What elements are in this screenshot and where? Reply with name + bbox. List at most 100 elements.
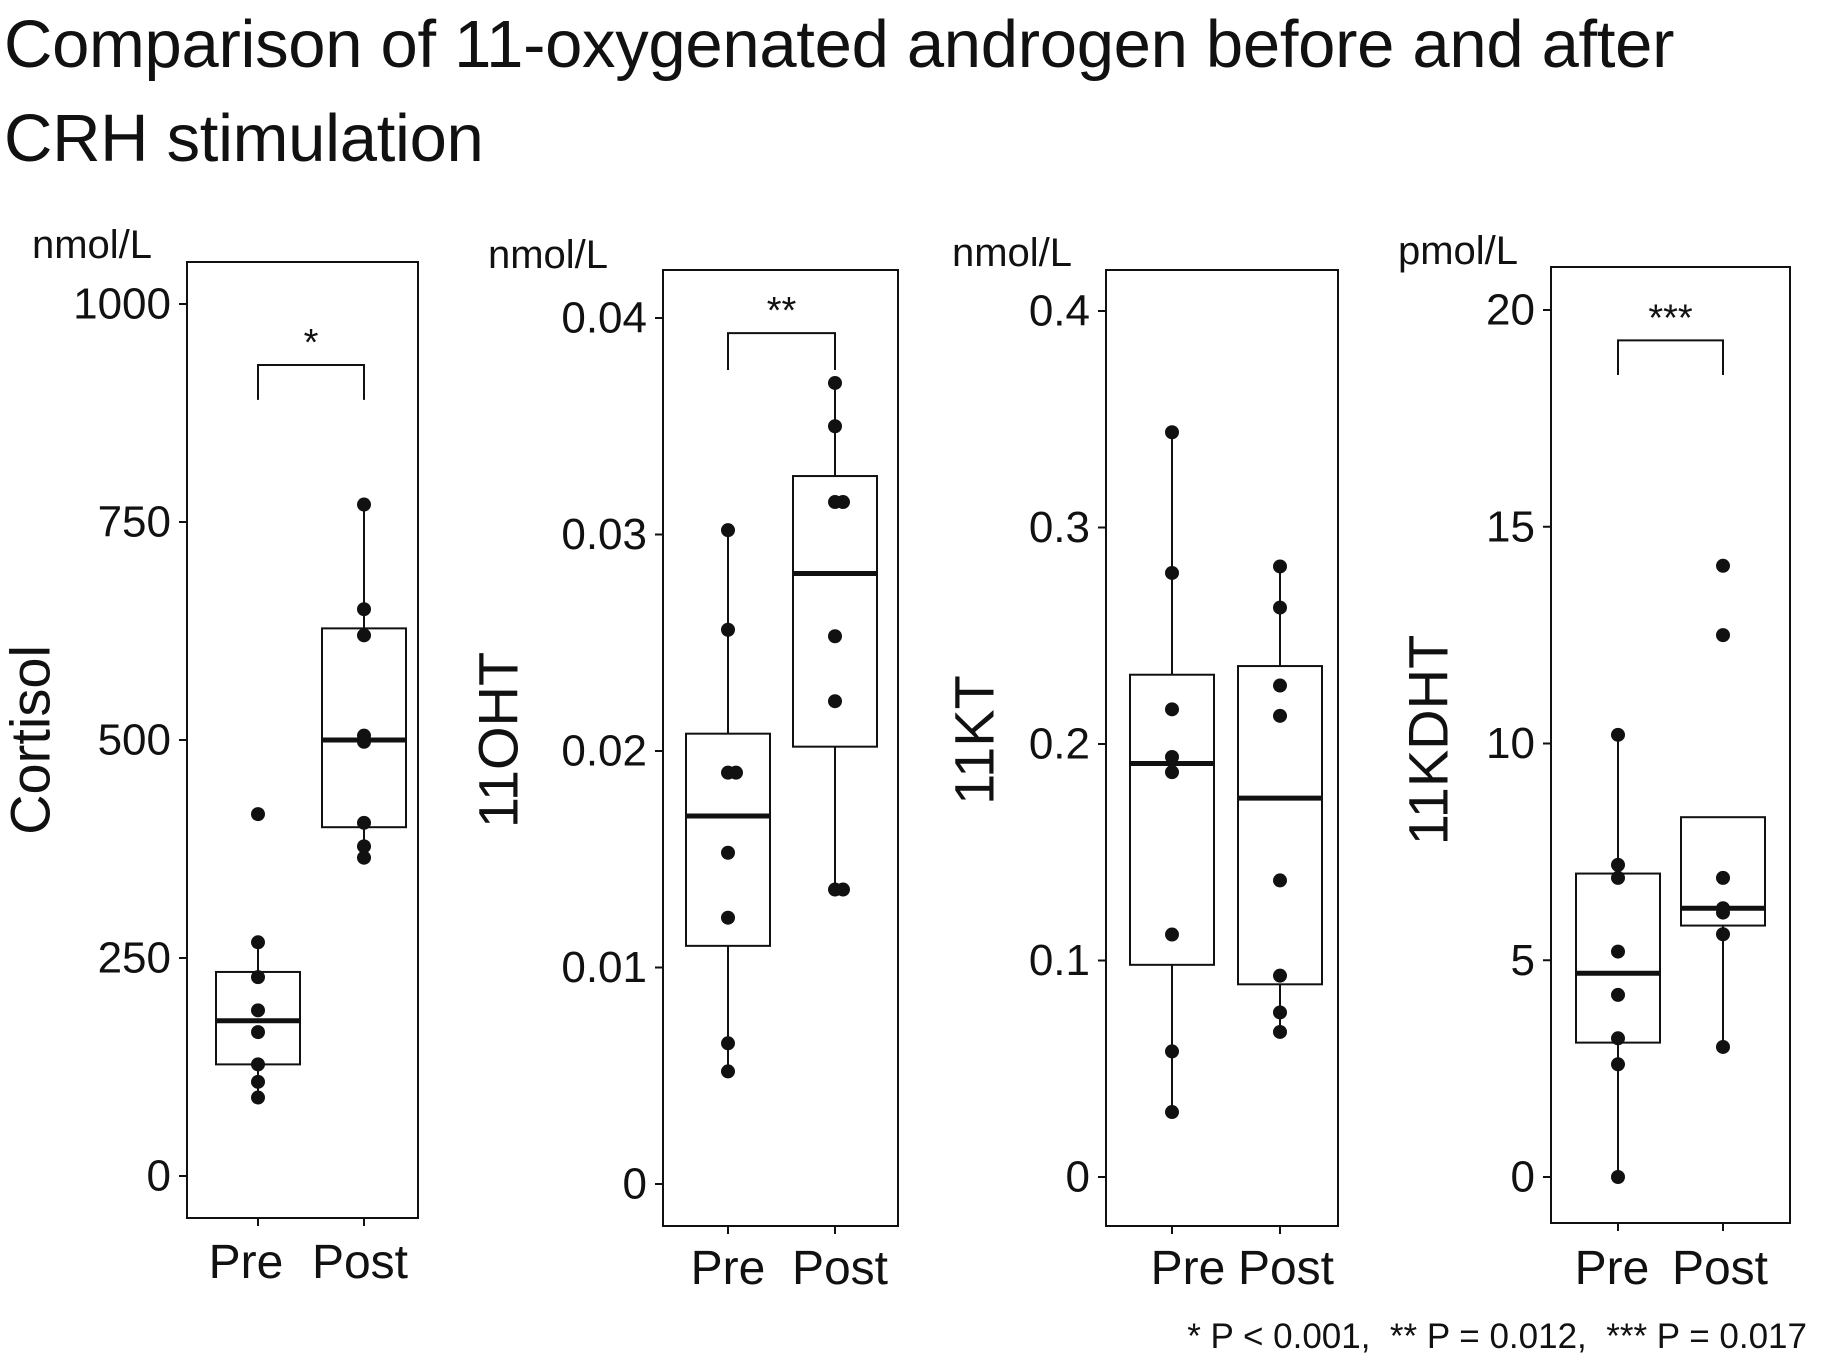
data-point-post: [1273, 708, 1287, 723]
y-tick-label: 750: [98, 498, 171, 547]
y-tick-label: 1000: [73, 280, 171, 329]
data-point-pre: [251, 970, 265, 985]
data-point-post: [836, 882, 850, 897]
data-point-post: [828, 375, 842, 390]
data-point-post: [1273, 600, 1287, 615]
box-post: [321, 504, 407, 858]
data-point-pre: [729, 765, 743, 780]
data-point-post: [1273, 559, 1287, 574]
data-point-pre: [1611, 944, 1625, 959]
data-point-post: [357, 497, 371, 512]
chart-title: Comparison of 11-oxygenated androgen bef…: [4, 7, 1675, 176]
data-point-post: [1716, 558, 1730, 573]
iqr-box: [1129, 673, 1215, 966]
unit-label: nmol/L: [32, 223, 152, 267]
data-point-post: [1273, 1024, 1287, 1039]
significance-label: ***: [1648, 297, 1693, 339]
y-tick-label: 10: [1486, 719, 1535, 768]
data-point-pre: [1611, 1170, 1625, 1184]
data-point-post: [836, 495, 850, 510]
y-tick-label: 0: [1511, 1153, 1535, 1202]
y-tick-label: 5: [1511, 936, 1535, 985]
data-point-pre: [251, 935, 265, 950]
y-tick-label: 20: [1486, 286, 1535, 335]
y-axis-title: Cortisol: [0, 645, 62, 835]
iqr-box: [215, 970, 301, 1066]
panel-11kt: nmol/L 11KT 0 0.1 0.2 0.3 0.4 Pre Post: [943, 231, 1339, 1295]
data-point-post: [1273, 1005, 1287, 1020]
x-tick-label-post: Post: [792, 1242, 888, 1295]
significance-footnote: * P < 0.001, ** P = 0.012, *** P = 0.017: [1187, 1317, 1807, 1356]
y-axis-title: 11OHT: [467, 652, 530, 828]
data-point-pre: [1611, 870, 1625, 885]
data-point-pre: [721, 523, 735, 538]
panel-11oht: nmol/L 11OHT 0 0.01 0.02 0.03 0.04 Pre Post **: [467, 233, 899, 1295]
data-point-pre: [1165, 1105, 1179, 1120]
y-tick-label: 0.3: [1029, 503, 1090, 552]
data-point-pre: [1611, 1031, 1625, 1046]
data-point-post: [1716, 927, 1730, 942]
data-point-pre: [1611, 987, 1625, 1002]
data-point-post: [1716, 1039, 1730, 1054]
y-tick-label: 0.02: [561, 727, 647, 776]
data-point-pre: [1165, 425, 1179, 440]
data-point-pre: [1611, 727, 1625, 742]
data-point-post: [357, 734, 371, 749]
data-point-pre: [1165, 702, 1179, 717]
significance-bracket: [1617, 339, 1724, 376]
iqr-box: [321, 627, 407, 829]
data-point-post: [828, 419, 842, 434]
y-tick-label: 250: [98, 934, 171, 983]
data-point-pre: [1165, 765, 1179, 780]
plot-frame: [1550, 266, 1791, 1224]
box-post: [1237, 566, 1323, 1032]
y-tick-label: 0.1: [1029, 936, 1090, 985]
iqr-box: [1237, 665, 1323, 986]
data-point-pre: [251, 1057, 265, 1072]
plot-frame: [1105, 269, 1339, 1227]
y-tick-label: 0.04: [561, 294, 647, 343]
data-point-post: [1716, 870, 1730, 885]
box-pre: [215, 942, 301, 1098]
data-point-post: [1716, 905, 1730, 920]
y-tick-label: 500: [98, 716, 171, 765]
unit-label: nmol/L: [488, 233, 608, 277]
y-tick-label: 0: [1066, 1153, 1090, 1202]
x-tick-label-post: Post: [1238, 1242, 1334, 1295]
data-point-pre: [251, 1074, 265, 1089]
significance-label: *: [304, 322, 319, 364]
data-point-post: [1273, 968, 1287, 983]
data-point-post: [357, 839, 371, 854]
data-point-pre: [1611, 857, 1625, 872]
x-tick-label-post: Post: [312, 1236, 408, 1289]
data-point-post: [828, 694, 842, 709]
data-point-post: [828, 629, 842, 644]
x-tick-label-post: Post: [1672, 1242, 1768, 1295]
plot-frame: [662, 269, 899, 1227]
y-tick-label: 0.03: [561, 510, 647, 559]
x-tick-label-pre: Pre: [1575, 1242, 1650, 1295]
data-point-post: [357, 602, 371, 617]
box-pre: [685, 530, 771, 1072]
unit-label: nmol/L: [952, 231, 1072, 275]
data-point-pre: [251, 1003, 265, 1018]
unit-label: pmol/L: [1398, 229, 1518, 273]
y-tick-label: 0: [623, 1160, 647, 1209]
y-tick-label: 0.2: [1029, 720, 1090, 769]
y-axis-title: 11KT: [943, 675, 1006, 805]
y-tick-label: 0.4: [1029, 287, 1090, 336]
y-tick-label: 15: [1486, 502, 1535, 551]
box-pre: [1129, 432, 1215, 1113]
data-point-pre: [721, 1036, 735, 1051]
data-point-pre: [721, 845, 735, 860]
data-point-post: [1273, 873, 1287, 888]
x-tick-label-pre: Pre: [209, 1236, 284, 1289]
data-point-pre: [1165, 927, 1179, 942]
data-point-post: [1273, 678, 1287, 693]
data-point-pre: [251, 807, 265, 822]
significance-label: **: [767, 290, 797, 332]
data-point-pre: [251, 1090, 265, 1105]
significance-bracket: [727, 332, 836, 370]
data-point-pre: [1165, 749, 1179, 764]
